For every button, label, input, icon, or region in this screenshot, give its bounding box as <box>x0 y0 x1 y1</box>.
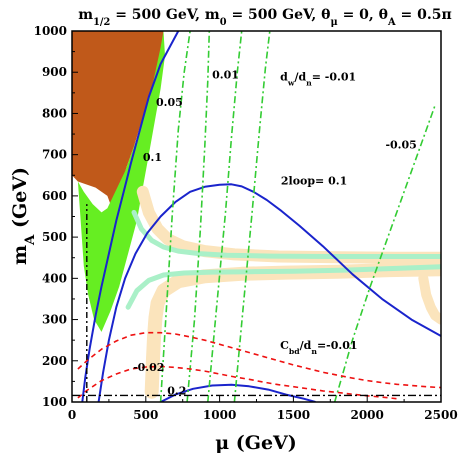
y-tick-label: 100 <box>42 395 67 409</box>
x-tick-label: 500 <box>133 408 158 422</box>
series-red-dash-lower <box>77 365 397 400</box>
y-axis-label: mA (GeV) <box>9 167 38 265</box>
y-tick-label: 600 <box>42 189 67 203</box>
series-cream-upper <box>136 185 441 264</box>
annotation-label: 0.1 <box>143 151 162 164</box>
annotations: 0.01 0.05 0.1 -0.05 2loop= 0.1 -0.020.2 dw/dn=… <box>133 68 417 397</box>
series-green-dd-5 <box>333 104 436 402</box>
x-tick-label: 1000 <box>203 408 236 422</box>
y-tick-label: 700 <box>42 148 67 162</box>
annotation-label: 0.01 <box>212 68 239 81</box>
y-tick-label: 1000 <box>34 24 67 38</box>
series-green-dd-2 <box>186 31 211 402</box>
y-tick-label: 900 <box>42 65 67 79</box>
x-axis-label: μ (GeV) <box>215 432 297 454</box>
y-tick-label: 400 <box>42 271 67 285</box>
y-tick-label: 500 <box>42 230 67 244</box>
annotation-label: 0.05 <box>156 96 183 109</box>
y-tick-label: 200 <box>42 354 67 368</box>
annotation-ratio-label: dw/dn= -0.01 <box>280 70 356 87</box>
y-tick-label: 800 <box>42 106 67 120</box>
series-green-dd-1 <box>159 31 191 402</box>
annotation-label: -0.02 <box>133 361 164 374</box>
series-green-region <box>77 31 165 332</box>
series-cream-lower <box>144 262 441 399</box>
x-tick-label: 0 <box>68 408 76 422</box>
series-paleg-lower <box>125 264 441 310</box>
x-tick-label: 2500 <box>424 408 457 422</box>
x-tick-label: 1500 <box>277 408 310 422</box>
series-paleg-upper <box>131 209 441 259</box>
series-blue-second <box>97 183 441 402</box>
annotation-label: 0.2 <box>167 385 186 398</box>
y-tick-label: 300 <box>42 313 67 327</box>
x-tick-label: 2000 <box>350 408 383 422</box>
series-blue-bottom <box>160 383 316 402</box>
series-red-dash-upper <box>77 331 441 389</box>
series-cream-extra <box>418 273 441 325</box>
series-blue-left <box>81 31 180 402</box>
series-layer <box>72 31 441 402</box>
series-green-dd-4 <box>233 31 271 402</box>
annotation-label: -0.05 <box>385 138 416 151</box>
annotation-label: 2loop= 0.1 <box>281 174 347 187</box>
axis-ticks: 0 500 1000 1500 2000 2500 100 200 300 400 500 600 70… <box>34 24 458 422</box>
series-green-dd-3 <box>207 31 243 402</box>
chart-title: m1/2 = 500 GeV, m0 = 500 GeV, θμ = 0, θA… <box>78 7 451 28</box>
series-excluded <box>72 31 164 209</box>
annotation-ratio-label: Cbd/dn=-0.01 <box>280 339 357 356</box>
